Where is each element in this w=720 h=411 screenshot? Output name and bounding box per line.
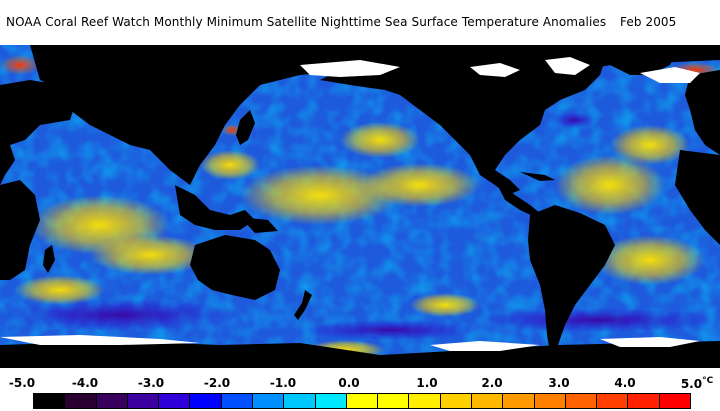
colorbar-swatch — [534, 394, 566, 408]
colorbar-swatch — [96, 394, 128, 408]
date-label: Feb 2005 — [620, 15, 677, 29]
africa-europe-left — [0, 80, 75, 185]
sst-anomaly-map — [0, 45, 720, 368]
land-masses — [0, 45, 720, 368]
colorbar-swatch — [409, 394, 441, 408]
title-text: NOAA Coral Reef Watch Monthly Minimum Sa… — [6, 15, 607, 29]
legend-label-text: 5.0 — [680, 377, 703, 391]
greenland — [600, 45, 680, 75]
south-america — [528, 205, 615, 353]
africa-right — [675, 150, 720, 245]
europe-right — [685, 70, 720, 155]
colorbar-swatch — [597, 394, 629, 408]
colorbar-swatch — [252, 394, 285, 408]
legend-label: 1.0 — [416, 376, 438, 390]
colorbar-swatch — [284, 394, 316, 408]
world-map — [0, 45, 720, 368]
madagascar — [43, 245, 55, 273]
central-america — [495, 180, 540, 217]
legend-label: -5.0 — [8, 376, 36, 390]
colorbar-swatch — [190, 394, 222, 408]
colorbar-swatch — [628, 394, 660, 408]
legend-label: -4.0 — [71, 376, 99, 390]
australia — [190, 235, 280, 300]
colorbar-swatch — [315, 394, 347, 408]
southeast-asia — [175, 185, 255, 230]
colorbar-swatch — [159, 394, 191, 408]
colorbar-swatch — [471, 394, 504, 408]
colorbar-swatch — [440, 394, 472, 408]
cold-anomalies — [0, 112, 720, 340]
colorbar-swatch — [503, 394, 535, 408]
map-title: NOAA Coral Reef Watch Monthly Minimum Sa… — [6, 15, 676, 29]
africa — [0, 180, 40, 280]
colorbar-labels: -5.0 -4.0 -3.0 -2.0 -1.0 0.0 1.0 2.0 3.0… — [0, 376, 720, 392]
japan — [236, 110, 255, 145]
legend-label: 4.0 — [614, 376, 636, 390]
caribbean-islands — [520, 172, 555, 181]
legend-label: -2.0 — [203, 376, 231, 390]
legend-label: -1.0 — [269, 376, 297, 390]
legend-label: -3.0 — [137, 376, 165, 390]
colorbar-swatch — [659, 394, 690, 408]
legend-label: 2.0 — [481, 376, 503, 390]
sea-ice — [0, 57, 700, 351]
colorbar-swatch — [565, 394, 598, 408]
colorbar — [33, 393, 691, 409]
colorbar-swatch — [378, 394, 410, 408]
colorbar-swatch — [221, 394, 253, 408]
antarctica — [0, 341, 720, 368]
legend-unit: °C — [702, 376, 714, 386]
legend-label: 3.0 — [548, 376, 570, 390]
asia — [30, 45, 720, 185]
colorbar-swatch — [127, 394, 160, 408]
new-zealand — [294, 290, 312, 320]
colorbar-swatch — [34, 394, 66, 408]
colorbar-swatch — [346, 394, 379, 408]
legend-label-last: 5.0°C — [681, 376, 713, 391]
north-america — [320, 45, 610, 195]
legend-label: 0.0 — [338, 376, 360, 390]
colorbar-swatch — [65, 394, 97, 408]
new-guinea — [240, 217, 278, 233]
